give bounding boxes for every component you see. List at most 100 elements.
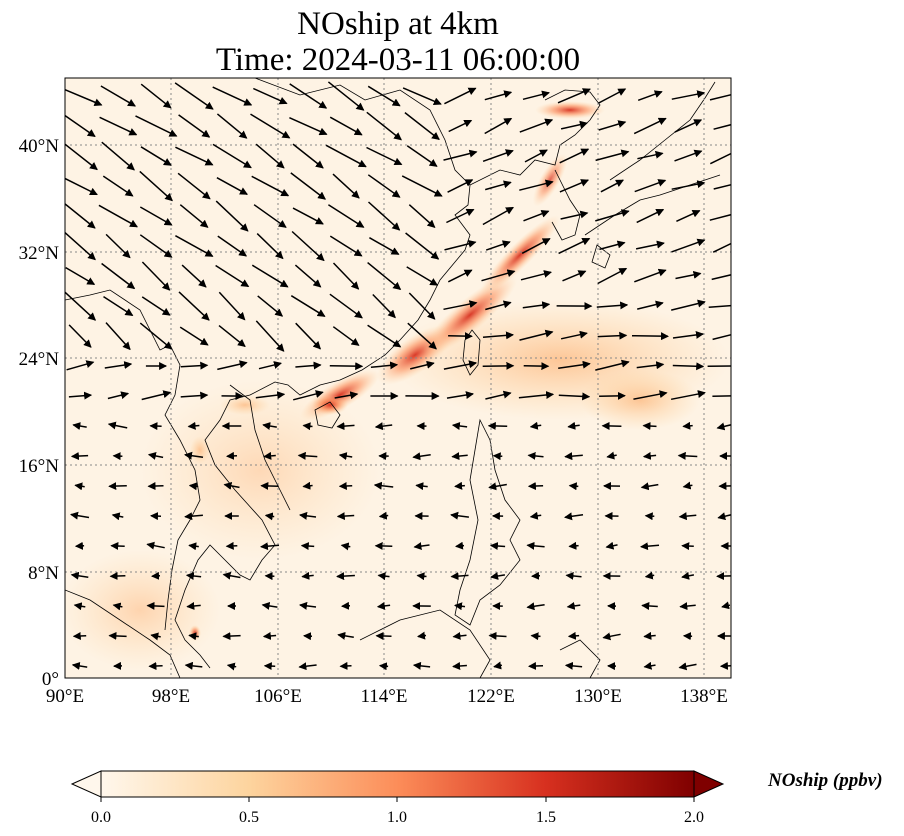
wind-arrow [188, 632, 199, 641]
wind-arrow [708, 304, 731, 308]
wind-arrow [599, 391, 626, 400]
wind-arrow [256, 233, 284, 260]
wind-arrow [366, 111, 402, 141]
wind-arrow [444, 87, 477, 105]
wind-arrow [187, 421, 200, 430]
wind-arrow [406, 266, 439, 286]
wind-arrow [416, 572, 427, 581]
wind-arrow [184, 451, 204, 460]
wind-arrow [526, 602, 545, 611]
wind-arrow [177, 172, 211, 200]
wind-arrow [104, 361, 133, 370]
wind-arrow [65, 143, 98, 171]
wind-arrow [631, 332, 669, 341]
wind-arrow [598, 120, 627, 131]
wind-arrow [681, 542, 694, 551]
wind-arrow [101, 262, 136, 290]
wind-arrow [262, 631, 277, 640]
wind-arrow [65, 266, 96, 286]
wind-arrow [376, 601, 391, 610]
wind-arrow [681, 571, 695, 580]
wind-arrow [215, 200, 249, 232]
wind-arrow [713, 120, 731, 130]
wind-arrow [180, 361, 209, 370]
hotspot-east-china-coast [422, 274, 518, 356]
wind-arrow [634, 268, 667, 283]
wind-arrow [410, 360, 435, 370]
wind-arrow [567, 421, 580, 430]
wind-arrow [184, 661, 203, 670]
wind-arrow [712, 395, 731, 398]
wind-arrow [340, 542, 351, 551]
wind-arrow [378, 511, 389, 520]
wind-arrow [446, 391, 474, 399]
wind-arrow [107, 391, 130, 400]
wind-arrow [261, 601, 278, 610]
wind-arrow [222, 632, 241, 641]
wind-arrow [135, 115, 178, 137]
new-guinea-edge [559, 639, 601, 678]
wind-arrow [74, 482, 85, 491]
wind-arrow [526, 541, 545, 550]
wind-arrow [527, 451, 544, 460]
wind-arrow [255, 391, 286, 400]
wind-arrow [257, 295, 284, 317]
hotspot-hainan [312, 395, 348, 415]
wind-arrow [68, 324, 92, 348]
lon-tick-label: 98°E [152, 686, 190, 707]
wind-arrow [290, 295, 326, 317]
wind-arrow [636, 208, 665, 224]
wind-arrow [218, 291, 246, 321]
wind-arrow [367, 324, 402, 348]
wind-arrow [677, 451, 698, 460]
wind-arrow [568, 482, 579, 491]
wind-arrow [558, 237, 591, 255]
wind-arrow [557, 88, 591, 104]
wind-arrow [110, 542, 125, 551]
wind-arrow [641, 601, 658, 610]
wind-arrow [562, 270, 587, 282]
wind-arrow [520, 270, 552, 281]
wind-arrow [302, 481, 313, 490]
wind-arrow [216, 177, 248, 195]
wind-arrow [484, 90, 513, 101]
wind-arrow [643, 661, 656, 670]
wind-arrow [332, 262, 360, 290]
wind-arrow [712, 333, 731, 341]
wind-arrow [447, 179, 474, 193]
wind-arrow [488, 482, 507, 491]
wind-arrow [485, 300, 512, 311]
wind-arrow [450, 572, 469, 581]
wind-arrow [70, 571, 89, 580]
lat-tick-label: 32°N [19, 243, 60, 264]
wind-arrow [292, 143, 324, 169]
wind-arrow [560, 210, 589, 220]
lat-tick-label: 40°N [19, 136, 60, 157]
wind-arrow [528, 662, 544, 670]
wind-arrow [521, 238, 551, 254]
wind-arrow [336, 422, 355, 431]
wind-arrow [260, 542, 280, 551]
wind-arrow [139, 234, 173, 258]
colorbar [100, 770, 695, 798]
wind-arrow [482, 331, 514, 340]
wind-arrow [301, 571, 314, 580]
wind-arrow [524, 149, 548, 163]
wind-arrow [180, 391, 209, 400]
wind-arrow [716, 572, 731, 581]
wind-arrow [412, 452, 431, 461]
lon-tick-label: 90°E [46, 686, 84, 707]
wind-arrow [255, 143, 285, 169]
wind-arrow [327, 81, 365, 111]
chart-title-line1: NOship at 4km [297, 6, 499, 42]
wind-arrow [640, 482, 659, 491]
wind-arrow [215, 264, 250, 288]
wind-arrow [488, 631, 507, 640]
wind-arrow [225, 541, 238, 550]
wind-arrow [338, 481, 353, 490]
wind-arrow [146, 601, 165, 610]
wind-arrow [336, 512, 355, 521]
wind-arrow [408, 292, 436, 320]
wind-arrow [102, 175, 134, 197]
